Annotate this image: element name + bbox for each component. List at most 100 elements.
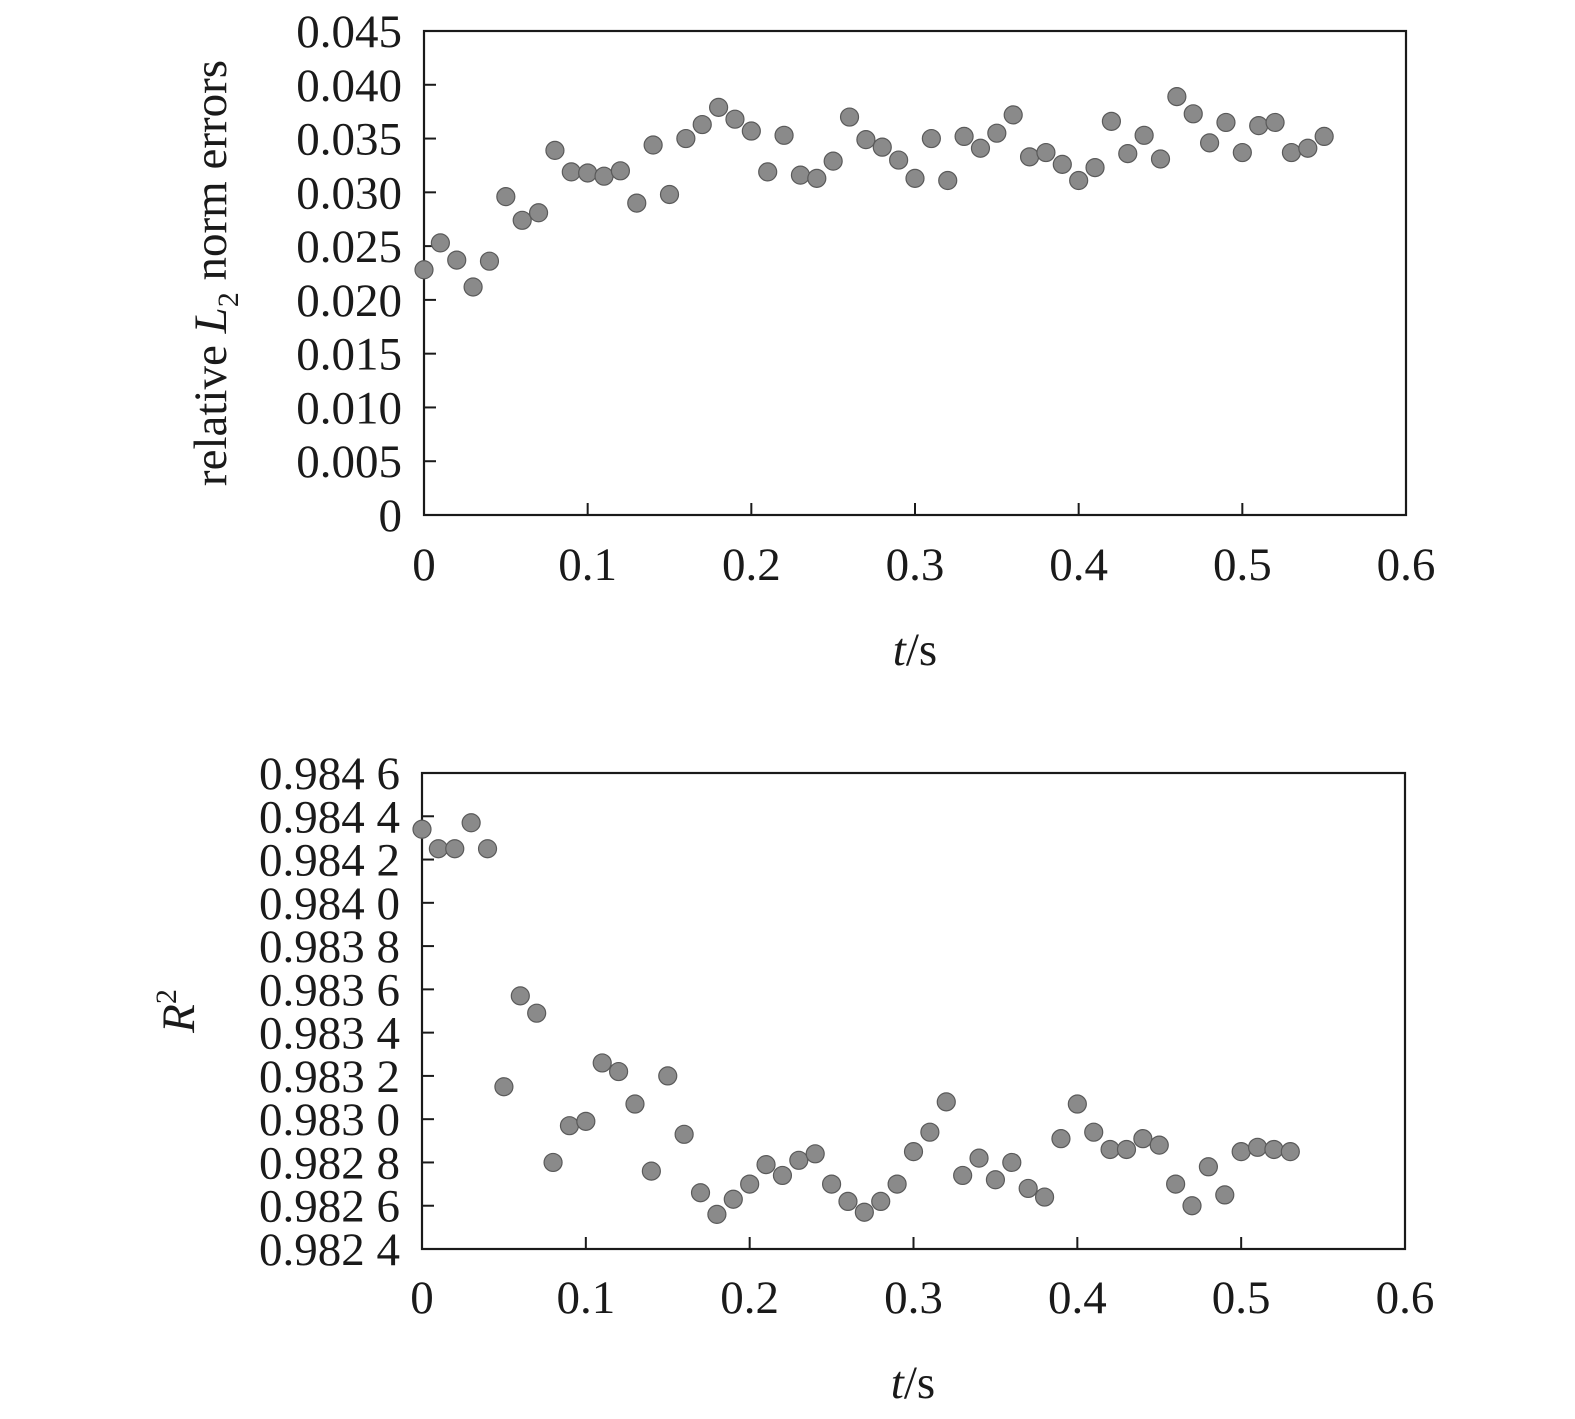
y-tick-label: 0.020 <box>296 275 402 327</box>
x-tick-label: 0.1 <box>556 1272 615 1324</box>
data-point <box>559 1116 580 1136</box>
data-point <box>1085 157 1105 178</box>
data-point <box>610 161 631 181</box>
data-point <box>1298 138 1318 158</box>
data-point <box>463 277 483 297</box>
x-tick-label: 0.6 <box>1376 1272 1435 1324</box>
data-point <box>674 1124 694 1144</box>
data-point <box>1232 142 1252 163</box>
data-point <box>676 128 696 149</box>
data-point <box>494 1077 514 1097</box>
x-tick-label: 0.2 <box>720 1272 779 1324</box>
data-point <box>953 1165 973 1186</box>
data-point <box>903 1142 924 1162</box>
data-point <box>445 839 465 859</box>
data-point <box>838 1191 858 1212</box>
data-point <box>1199 133 1220 153</box>
x-axis-ticks: 0 0.1 0.2 0.3 0.4 0.5 0.6 <box>410 1237 1434 1324</box>
data-point <box>969 1148 989 1168</box>
y-tick-label: 0.983 4 <box>259 1008 400 1060</box>
y-axis-label: R2 <box>150 989 205 1034</box>
y-tick-label: 0.982 8 <box>259 1137 400 1189</box>
data-point <box>887 1174 907 1194</box>
data-point <box>723 1189 743 1209</box>
data-point <box>512 210 532 230</box>
data-point <box>872 137 892 157</box>
x-axis-ticks: 0 0.1 0.2 0.3 0.4 0.5 0.6 <box>412 503 1435 591</box>
y-tick-label: 0.015 <box>296 329 402 381</box>
data-point <box>477 839 498 859</box>
data-point <box>1100 1139 1120 1160</box>
data-point <box>1051 1129 1071 1149</box>
x-tick-label: 0.6 <box>1377 539 1436 591</box>
r-squared-chart: 0 0.1 0.2 0.3 0.4 0.5 0.6 0.982 40.982 60.982 … <box>150 748 1434 1409</box>
y-tick-label: 0.983 2 <box>259 1051 400 1103</box>
data-point <box>627 193 647 213</box>
x-tick-label: 0.4 <box>1049 539 1108 591</box>
x-tick-label: 0.2 <box>722 539 781 591</box>
data-point <box>954 126 974 147</box>
data-point <box>658 1066 678 1086</box>
x-tick-label: 0.3 <box>886 539 945 591</box>
x-tick-label: 0.5 <box>1213 539 1272 591</box>
y-tick-label: 0.035 <box>296 114 402 166</box>
data-point <box>428 839 448 859</box>
y-tick-label: 0.025 <box>296 221 402 273</box>
data-point <box>805 1144 825 1164</box>
data-point <box>707 1204 727 1224</box>
data-point <box>692 114 712 135</box>
x-tick-label: 0.1 <box>558 539 617 591</box>
data-series <box>414 87 1334 297</box>
data-point <box>970 138 991 158</box>
data-point <box>821 1174 842 1194</box>
data-point <box>740 1174 760 1194</box>
data-point <box>708 97 729 117</box>
data-point <box>625 1094 645 1114</box>
plot-frame <box>422 29 1408 517</box>
plot-frame <box>420 771 1407 1251</box>
data-point <box>854 1202 874 1222</box>
data-point <box>1182 1196 1202 1216</box>
data-point <box>510 986 530 1006</box>
data-point <box>1019 147 1040 167</box>
data-point <box>412 819 432 839</box>
data-point <box>1069 170 1089 191</box>
x-axis-label: t/s <box>891 1357 935 1409</box>
y-tick-label: 0.010 <box>296 382 402 434</box>
y-tick-label: 0.984 6 <box>259 748 400 800</box>
relative-l2-error-chart: 0 0.1 0.2 0.3 0.4 0.5 0.6 00.0050.0100.0150.02… <box>185 6 1435 676</box>
data-point <box>496 187 516 207</box>
data-point <box>839 107 860 127</box>
data-point <box>1198 1157 1219 1177</box>
data-point <box>1280 1142 1300 1162</box>
y-axis-label: relative L2 norm errors <box>185 60 245 486</box>
y-tick-label: 0.982 4 <box>259 1224 400 1276</box>
data-point <box>921 128 941 149</box>
data-point <box>1084 1122 1104 1142</box>
data-point <box>1215 1185 1235 1205</box>
data-point <box>1249 116 1269 136</box>
data-point <box>1052 154 1072 174</box>
y-tick-label: 0.984 0 <box>259 878 400 930</box>
data-point <box>414 260 434 280</box>
data-series <box>412 813 1300 1224</box>
data-point <box>790 165 811 185</box>
data-point <box>1314 126 1334 147</box>
data-point <box>1149 1135 1169 1155</box>
data-point <box>905 168 925 188</box>
y-tick-label: 0.982 6 <box>259 1181 400 1233</box>
data-point <box>643 135 663 155</box>
data-point <box>527 1003 547 1023</box>
y-tick-label: 0.984 2 <box>259 835 400 887</box>
y-tick-label: 0.983 8 <box>259 921 400 973</box>
data-point <box>479 251 500 271</box>
data-point <box>578 163 598 183</box>
data-point <box>725 109 745 129</box>
x-tick-label: 0 <box>412 539 436 591</box>
data-point <box>1134 125 1154 145</box>
y-tick-label: 0.984 4 <box>259 791 400 843</box>
data-point <box>1003 105 1023 125</box>
data-point <box>543 1152 563 1173</box>
data-point <box>528 203 549 223</box>
